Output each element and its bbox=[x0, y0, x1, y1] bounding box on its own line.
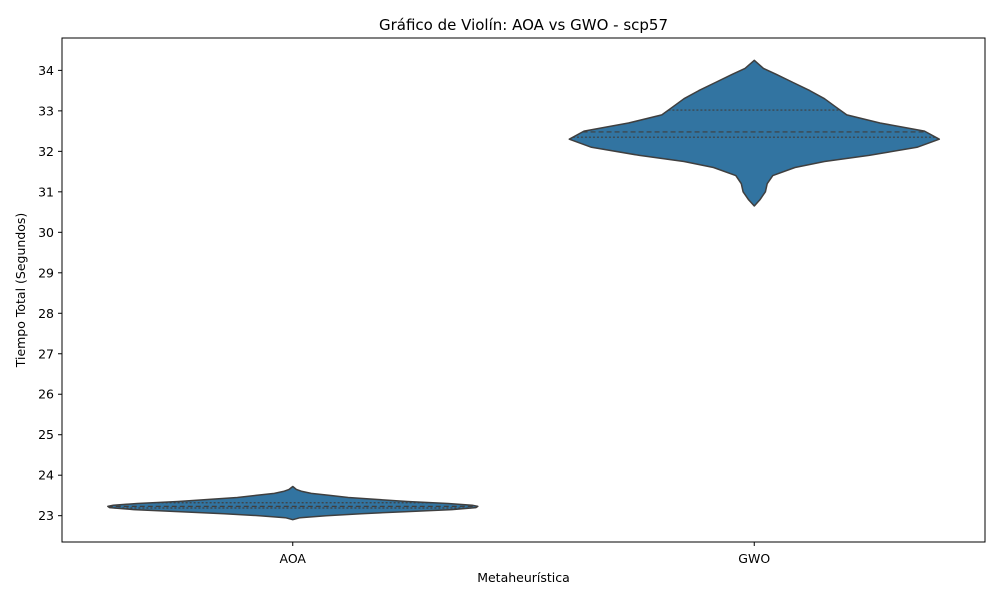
y-tick-label: 30 bbox=[38, 225, 54, 240]
violin-gwo bbox=[568, 59, 941, 207]
violin-aoa bbox=[107, 485, 479, 521]
y-tick-label: 34 bbox=[38, 63, 54, 78]
x-tick-label: AOA bbox=[279, 551, 306, 566]
y-axis: 23 24 25 26 27 28 29 30 31 32 33 34 bbox=[38, 63, 62, 523]
y-tick-label: 24 bbox=[38, 468, 54, 483]
y-tick-label: 29 bbox=[38, 265, 54, 280]
x-axis: AOA GWO bbox=[279, 542, 770, 566]
violins-layer bbox=[107, 59, 941, 521]
y-tick-label: 26 bbox=[38, 387, 54, 402]
violin-body bbox=[568, 59, 941, 207]
plot-area-frame bbox=[61, 37, 986, 543]
y-tick-label: 28 bbox=[38, 306, 54, 321]
y-tick-label: 32 bbox=[38, 144, 54, 159]
y-tick-label: 23 bbox=[38, 508, 54, 523]
x-tick-label: GWO bbox=[738, 551, 770, 566]
y-axis-label: Tiempo Total (Segundos) bbox=[13, 213, 28, 369]
y-tick-label: 31 bbox=[38, 184, 54, 199]
y-tick-label: 33 bbox=[38, 103, 54, 118]
y-tick-label: 27 bbox=[38, 346, 54, 361]
y-tick-label: 25 bbox=[38, 427, 54, 442]
chart-title: Gráfico de Violín: AOA vs GWO - scp57 bbox=[379, 16, 668, 34]
x-axis-label: Metaheurística bbox=[477, 570, 570, 585]
